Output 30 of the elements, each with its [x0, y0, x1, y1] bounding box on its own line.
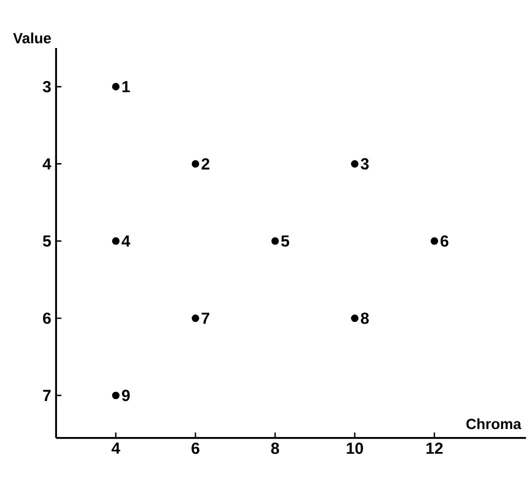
annotation: 8 [360, 312, 369, 324]
point [430, 237, 438, 245]
x-tick-label: 10 [346, 442, 363, 454]
point [192, 314, 200, 322]
x-tick-label: 4 [112, 442, 120, 454]
annotation: 4 [122, 236, 130, 247]
annotation: 1 [122, 81, 130, 92]
point [112, 82, 120, 90]
annotation: 7 [202, 312, 210, 324]
annotation: 3 [360, 158, 369, 170]
point [112, 237, 120, 245]
annotation: 5 [281, 235, 290, 247]
x-tick-label: 6 [192, 442, 200, 454]
point [271, 237, 279, 245]
x-axis-title: Chroma [466, 418, 522, 430]
annotation: 9 [122, 390, 130, 402]
x-tick-label: 12 [426, 442, 443, 454]
y-tick-label: 5 [42, 235, 51, 247]
annotation: 6 [440, 235, 448, 247]
y-axis-title: Value [13, 32, 51, 44]
point [351, 314, 358, 322]
y-tick-label: 3 [42, 81, 51, 92]
annotation: 2 [202, 158, 210, 170]
y-tick-label: 4 [42, 158, 52, 170]
point [192, 160, 200, 168]
point [112, 392, 120, 400]
x-tick-label: 8 [271, 442, 280, 454]
y-tick-label: 7 [43, 390, 51, 401]
y-tick-label: 6 [43, 312, 51, 324]
point [351, 160, 358, 168]
